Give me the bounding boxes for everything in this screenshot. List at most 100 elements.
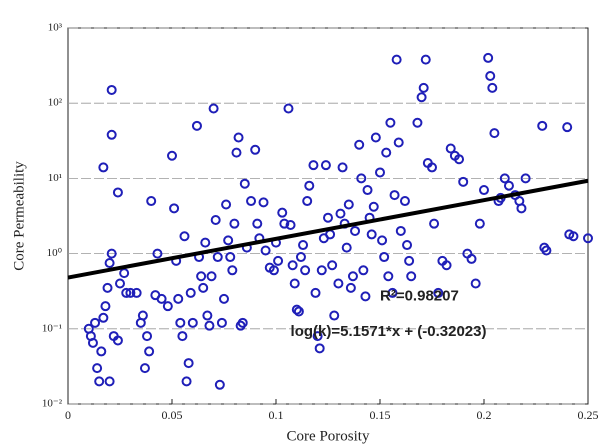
point	[441, 260, 452, 271]
point	[298, 240, 309, 251]
point	[115, 278, 125, 289]
point	[106, 129, 117, 140]
point	[564, 229, 575, 240]
point	[420, 54, 431, 65]
point	[358, 265, 369, 276]
point	[231, 147, 242, 158]
point	[537, 120, 548, 131]
x-tick-label: 0.05	[162, 408, 183, 422]
point	[196, 271, 207, 282]
point	[391, 54, 402, 65]
point	[516, 203, 527, 214]
point	[485, 70, 496, 81]
point	[310, 287, 321, 298]
point	[121, 287, 132, 298]
point	[260, 245, 271, 256]
point	[250, 144, 261, 155]
point	[377, 235, 388, 246]
x-tick-label: 0.2	[477, 408, 492, 422]
point	[268, 265, 279, 276]
point	[106, 248, 117, 259]
point	[300, 265, 311, 276]
point	[98, 162, 109, 173]
point	[304, 180, 315, 191]
point	[210, 214, 221, 225]
point	[144, 346, 155, 357]
point	[202, 310, 213, 321]
point	[343, 199, 354, 210]
point	[335, 208, 346, 219]
point	[173, 293, 184, 304]
point	[314, 343, 325, 354]
y-axis-label: Core Permeability	[11, 161, 27, 271]
point	[94, 376, 105, 387]
point	[316, 265, 327, 276]
point	[312, 331, 323, 342]
point	[252, 218, 263, 229]
annotation: R²=0.98207	[380, 287, 459, 304]
point	[90, 317, 101, 328]
point	[221, 199, 232, 210]
point	[333, 278, 344, 289]
point	[366, 229, 377, 240]
point	[412, 117, 423, 128]
point	[112, 335, 123, 346]
point	[212, 252, 223, 263]
point	[191, 120, 202, 131]
point	[206, 271, 217, 282]
point	[341, 242, 352, 253]
y-tick-label: 10³	[48, 22, 63, 34]
point	[327, 260, 338, 271]
point	[87, 337, 98, 348]
point	[102, 282, 113, 293]
point	[183, 358, 194, 369]
point	[445, 143, 456, 154]
point	[169, 203, 180, 214]
point	[302, 196, 313, 207]
point	[370, 132, 381, 143]
point	[177, 331, 188, 342]
point	[96, 346, 107, 357]
point	[279, 218, 290, 229]
point	[360, 291, 371, 302]
point	[429, 218, 440, 229]
point	[156, 293, 167, 304]
point	[479, 185, 489, 196]
point	[104, 376, 115, 387]
point	[470, 278, 481, 289]
point	[295, 252, 306, 263]
point	[139, 363, 150, 374]
y-tick-label: 10²	[48, 97, 63, 109]
point	[308, 160, 319, 171]
point	[583, 233, 593, 244]
point	[185, 287, 196, 298]
point	[458, 176, 469, 187]
point	[402, 240, 413, 251]
point	[503, 180, 514, 191]
x-tick-label: 0.15	[370, 408, 391, 422]
point	[418, 82, 429, 93]
point	[520, 173, 531, 184]
x-tick-label: 0	[65, 408, 71, 422]
point	[562, 122, 573, 133]
y-tick-label: 10⁻¹	[42, 322, 62, 334]
point	[433, 287, 444, 298]
point	[229, 218, 240, 229]
point	[385, 117, 396, 128]
point	[106, 84, 117, 95]
point	[350, 225, 361, 236]
point	[223, 235, 234, 246]
point	[179, 231, 190, 242]
point	[112, 187, 123, 198]
point	[92, 363, 103, 374]
point	[204, 320, 215, 331]
point	[219, 293, 229, 304]
point	[499, 173, 510, 184]
y-tick-label: 10⁻²	[42, 398, 63, 410]
point	[362, 185, 373, 196]
point	[287, 260, 298, 271]
point	[356, 173, 367, 184]
point	[142, 331, 153, 342]
